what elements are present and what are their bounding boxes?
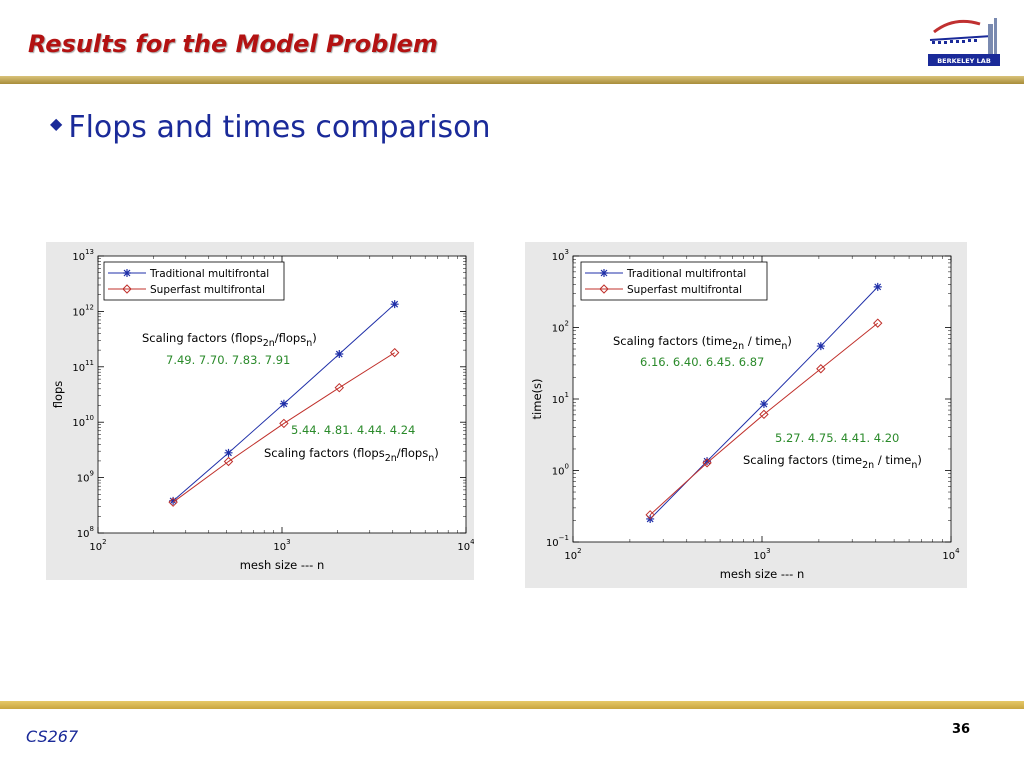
legend: Traditional multifrontal Superfast multif…: [103, 261, 285, 301]
legend-label: Superfast multifrontal: [150, 284, 265, 296]
data-point-traditional: [169, 496, 178, 505]
data-point-superfast: [645, 510, 655, 520]
time-chart: 102 103 104 10−1 100 101 102 103 mesh size --- n…: [530, 248, 960, 581]
x-tick-label: 103: [753, 547, 770, 562]
data-point-superfast: [702, 458, 712, 468]
data-point-superfast: [389, 347, 400, 358]
data-point-superfast: [334, 382, 344, 393]
flops-chart-panel: 102 103 104 108 109 1010 1011 1012 1013 mesh size…: [46, 242, 475, 580]
y-tick-label: 101: [552, 391, 569, 406]
legend-box: [103, 261, 285, 301]
data-point-traditional: [759, 400, 768, 409]
slide-title: Results for the Model Problem: [28, 30, 438, 58]
y-tick-label: 1010: [72, 414, 94, 429]
scaling-factors-label: Scaling factors (time2n / timen): [743, 453, 922, 471]
scaling-factors-values: 5.27. 4.75. 4.41. 4.20: [775, 431, 899, 445]
legend-marker-star: [123, 269, 131, 277]
x-tick-label: 102: [564, 547, 581, 562]
x-tick-label: 104: [457, 538, 474, 553]
footer-divider: [0, 701, 1024, 709]
y-axis-label: flops: [51, 381, 65, 409]
data-point-superfast: [873, 318, 883, 328]
data-point-traditional: [279, 399, 288, 408]
course-label: CS267: [26, 727, 79, 746]
x-tick-label: 103: [273, 538, 290, 553]
y-tick-label: 103: [552, 248, 569, 263]
legend: Traditional multifrontal Superfast multif…: [580, 261, 768, 301]
legend-marker-diamond: [599, 284, 609, 294]
data-point-traditional: [816, 342, 825, 351]
scaling-factors-label: Scaling factors (time2n / timen): [613, 334, 792, 352]
header-divider: [0, 76, 1024, 84]
flops-chart: 102 103 104 108 109 1010 1011 1012 1013 mesh size…: [51, 248, 475, 572]
x-tick-label: 102: [89, 538, 106, 553]
data-point-superfast: [759, 409, 769, 420]
berkeley-lab-logo: BERKELEY LAB: [928, 18, 1000, 66]
legend-label: Traditional multifrontal: [149, 268, 269, 280]
legend-box: [580, 261, 768, 301]
legend-marker-diamond: [122, 284, 132, 294]
bullet-text: Flops and times comparison: [68, 110, 491, 145]
logo-text: BERKELEY LAB: [937, 57, 991, 65]
y-tick-label: 10−1: [546, 534, 569, 549]
scaling-factors-values: 7.49. 7.70. 7.83. 7.91: [166, 353, 290, 367]
data-point-superfast: [816, 364, 826, 374]
data-point-traditional: [873, 282, 882, 291]
x-axis-label: mesh size --- n: [720, 567, 805, 581]
data-point-superfast: [168, 497, 178, 507]
data-point-superfast: [223, 456, 234, 467]
y-axis-label: time(s): [530, 379, 544, 420]
y-tick-label: 109: [77, 470, 94, 485]
legend-marker-star: [600, 269, 608, 277]
y-tick-label: 1012: [72, 303, 94, 318]
scaling-factors-label: Scaling factors (flops2n/flopsn): [142, 331, 317, 349]
time-chart-panel: 102 103 104 10−1 100 101 102 103 mesh size --- n…: [525, 242, 967, 588]
legend-label: Traditional multifrontal: [626, 268, 746, 280]
series-line-superfast: [172, 352, 395, 503]
x-axis-label: mesh size --- n: [240, 558, 325, 572]
data-point-traditional: [703, 457, 712, 466]
scaling-factors-values: 6.16. 6.40. 6.45. 6.87: [640, 355, 764, 369]
x-tick-label: 104: [942, 547, 960, 562]
series-line-superfast: [649, 322, 879, 516]
y-tick-label: 1013: [72, 248, 94, 263]
data-point-traditional: [390, 300, 399, 309]
plot-area: [97, 255, 467, 534]
bullet-item: ◆ Flops and times comparison: [50, 110, 491, 145]
plot-area: [572, 255, 952, 543]
diamond-bullet-icon: ◆: [50, 114, 63, 133]
data-point-traditional: [335, 350, 344, 359]
data-point-traditional: [224, 448, 233, 457]
data-point-superfast: [279, 418, 289, 429]
scaling-factors-label: Scaling factors (flops2n/flopsn): [264, 446, 439, 464]
page-number: 36: [952, 722, 971, 737]
y-tick-label: 108: [77, 525, 94, 540]
y-tick-label: 100: [552, 463, 569, 478]
scaling-factors-values: 5.44. 4.81. 4.44. 4.24: [291, 423, 415, 437]
y-tick-label: 102: [552, 320, 569, 335]
y-tick-label: 1011: [72, 359, 94, 374]
legend-label: Superfast multifrontal: [627, 284, 742, 296]
